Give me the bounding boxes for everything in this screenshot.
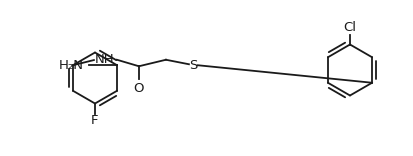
Text: NH: NH [95, 53, 114, 66]
Text: Cl: Cl [344, 20, 356, 34]
Text: S: S [189, 59, 197, 72]
Text: H₂N: H₂N [59, 59, 84, 72]
Text: F: F [91, 115, 99, 127]
Text: O: O [134, 82, 144, 95]
